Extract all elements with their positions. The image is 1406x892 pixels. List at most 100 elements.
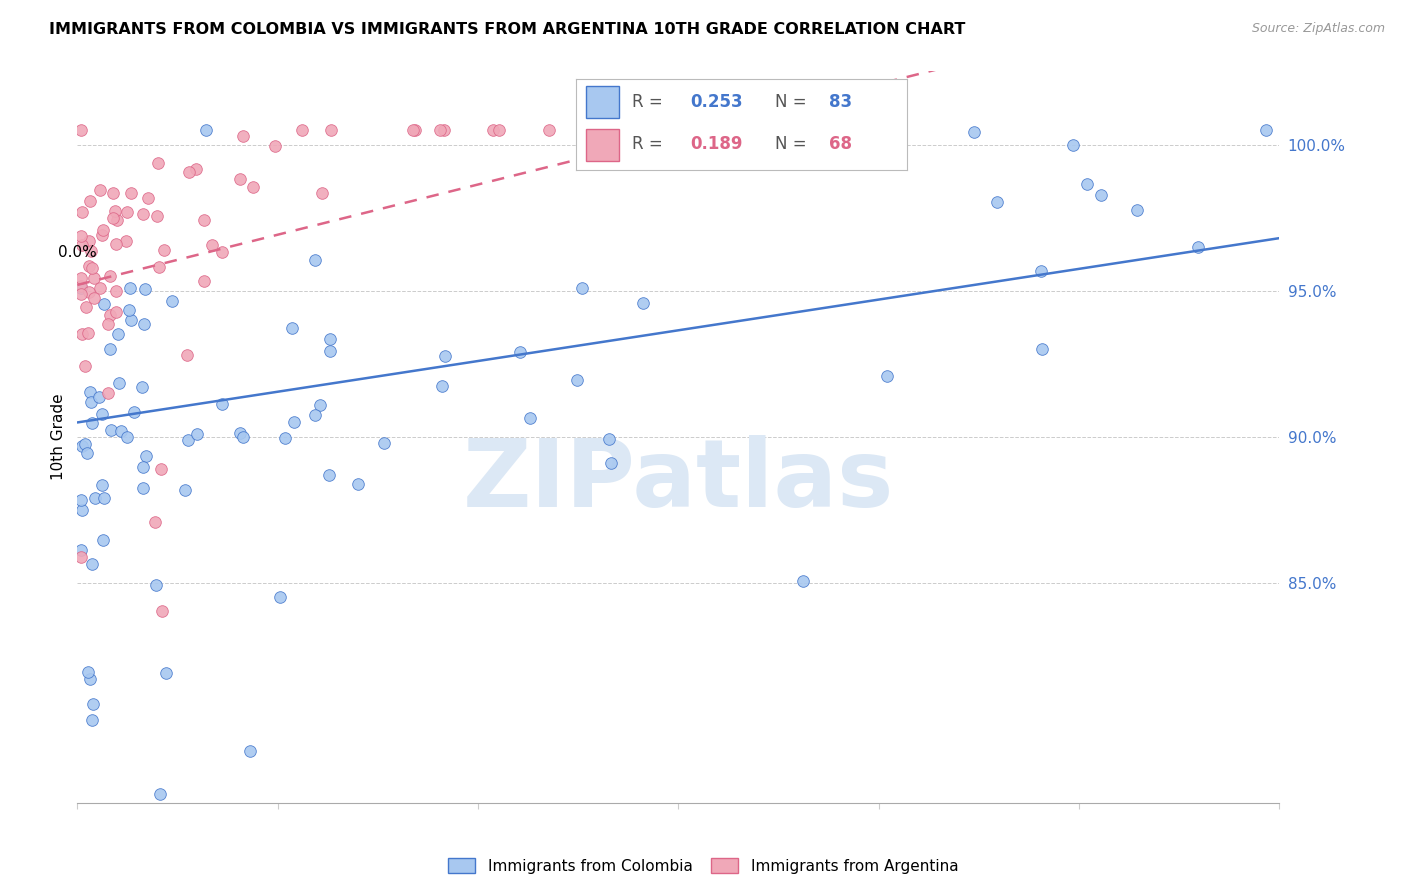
Point [304, 252, 326, 267]
Point [80, 416, 103, 430]
Point [482, 123, 505, 137]
Point [104, 305, 127, 319]
Point [96, 385, 118, 400]
Point [80, 261, 103, 276]
Point [184, 162, 207, 177]
Point [70, 205, 93, 219]
Point [519, 411, 541, 425]
Point [148, 260, 170, 274]
Point [309, 398, 332, 412]
Point [93, 296, 115, 310]
Point [404, 123, 426, 137]
Point [145, 209, 167, 223]
Point [97, 317, 120, 331]
Point [433, 123, 456, 137]
Point [239, 744, 262, 758]
Point [82, 697, 104, 711]
Point [232, 430, 254, 444]
Point [120, 281, 142, 295]
Point [176, 348, 198, 362]
Point [143, 516, 166, 530]
Point [73, 359, 96, 373]
Point [876, 368, 898, 383]
Point [149, 787, 172, 801]
Point [104, 237, 127, 252]
Point [132, 460, 155, 475]
Point [229, 172, 252, 186]
Text: ZIPatlas: ZIPatlas [463, 435, 894, 527]
Point [1254, 123, 1277, 137]
Point [1031, 342, 1053, 356]
Point [70, 492, 93, 507]
Point [792, 574, 814, 588]
Point [229, 425, 252, 440]
Point [118, 302, 141, 317]
Point [79, 235, 101, 249]
Point [146, 156, 169, 170]
Point [98, 269, 121, 284]
Point [304, 408, 326, 422]
Point [201, 238, 224, 252]
Point [80, 557, 103, 571]
Point [124, 405, 146, 419]
Point [401, 123, 423, 137]
Point [430, 379, 453, 393]
Point [211, 397, 233, 411]
Point [79, 194, 101, 208]
Point [77, 326, 100, 340]
Point [319, 332, 342, 346]
Point [101, 211, 124, 226]
Point [79, 384, 101, 399]
Point [145, 578, 167, 592]
Point [98, 342, 121, 356]
Point [107, 213, 129, 227]
Point [70, 439, 93, 453]
Point [186, 426, 208, 441]
Point [120, 313, 142, 327]
Point [70, 280, 93, 294]
Text: Source: ZipAtlas.com: Source: ZipAtlas.com [1251, 22, 1385, 36]
Point [77, 259, 100, 273]
Point [373, 435, 395, 450]
Point [70, 326, 93, 341]
Point [93, 533, 115, 547]
Point [104, 203, 127, 218]
Point [70, 503, 93, 517]
Point [598, 432, 620, 446]
Point [115, 430, 138, 444]
Point [87, 390, 110, 404]
Point [565, 373, 588, 387]
Point [83, 491, 105, 505]
Point [347, 476, 370, 491]
Point [73, 437, 96, 451]
Point [162, 294, 184, 309]
Point [70, 550, 93, 565]
Point [179, 165, 201, 179]
Point [537, 123, 560, 137]
Point [134, 282, 156, 296]
Point [274, 431, 297, 445]
Point [70, 228, 93, 243]
Point [600, 457, 623, 471]
Point [115, 205, 138, 219]
Point [193, 212, 215, 227]
Point [93, 491, 115, 505]
Point [318, 468, 340, 483]
Point [79, 672, 101, 686]
Point [70, 123, 93, 137]
Point [195, 123, 218, 137]
Point [70, 542, 93, 557]
Point [153, 244, 176, 258]
Point [77, 665, 100, 679]
Point [1126, 202, 1149, 217]
Point [132, 207, 155, 221]
Point [264, 139, 287, 153]
Point [70, 237, 93, 252]
Point [242, 179, 264, 194]
Point [80, 395, 103, 409]
Point [319, 344, 342, 359]
Point [107, 326, 129, 341]
Point [319, 123, 342, 137]
Point [89, 281, 111, 295]
Point [631, 296, 654, 310]
